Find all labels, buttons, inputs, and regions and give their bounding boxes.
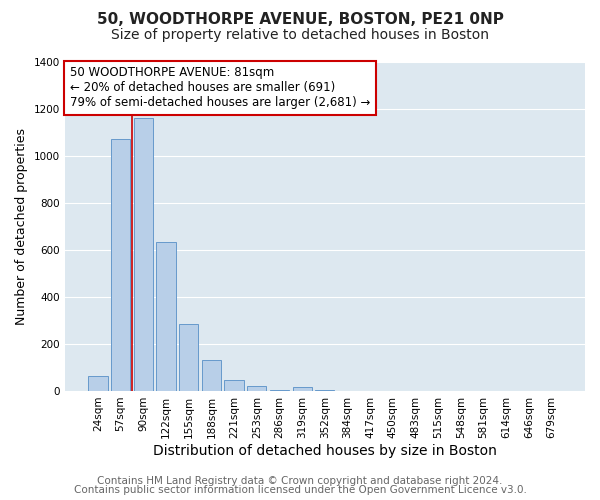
Bar bbox=[88, 376, 107, 391]
Bar bbox=[202, 360, 221, 391]
Bar bbox=[247, 386, 266, 391]
Bar bbox=[315, 390, 334, 391]
Bar bbox=[134, 118, 153, 391]
Text: Size of property relative to detached houses in Boston: Size of property relative to detached ho… bbox=[111, 28, 489, 42]
Text: 50, WOODTHORPE AVENUE, BOSTON, PE21 0NP: 50, WOODTHORPE AVENUE, BOSTON, PE21 0NP bbox=[97, 12, 503, 28]
X-axis label: Distribution of detached houses by size in Boston: Distribution of detached houses by size … bbox=[153, 444, 497, 458]
Text: Contains HM Land Registry data © Crown copyright and database right 2024.: Contains HM Land Registry data © Crown c… bbox=[97, 476, 503, 486]
Text: Contains public sector information licensed under the Open Government Licence v3: Contains public sector information licen… bbox=[74, 485, 526, 495]
Bar bbox=[157, 242, 176, 391]
Bar bbox=[111, 139, 130, 391]
Bar bbox=[179, 324, 199, 391]
Bar bbox=[224, 380, 244, 391]
Bar bbox=[270, 390, 289, 391]
Bar bbox=[293, 386, 312, 391]
Y-axis label: Number of detached properties: Number of detached properties bbox=[15, 128, 28, 324]
Text: 50 WOODTHORPE AVENUE: 81sqm
← 20% of detached houses are smaller (691)
79% of se: 50 WOODTHORPE AVENUE: 81sqm ← 20% of det… bbox=[70, 66, 370, 110]
